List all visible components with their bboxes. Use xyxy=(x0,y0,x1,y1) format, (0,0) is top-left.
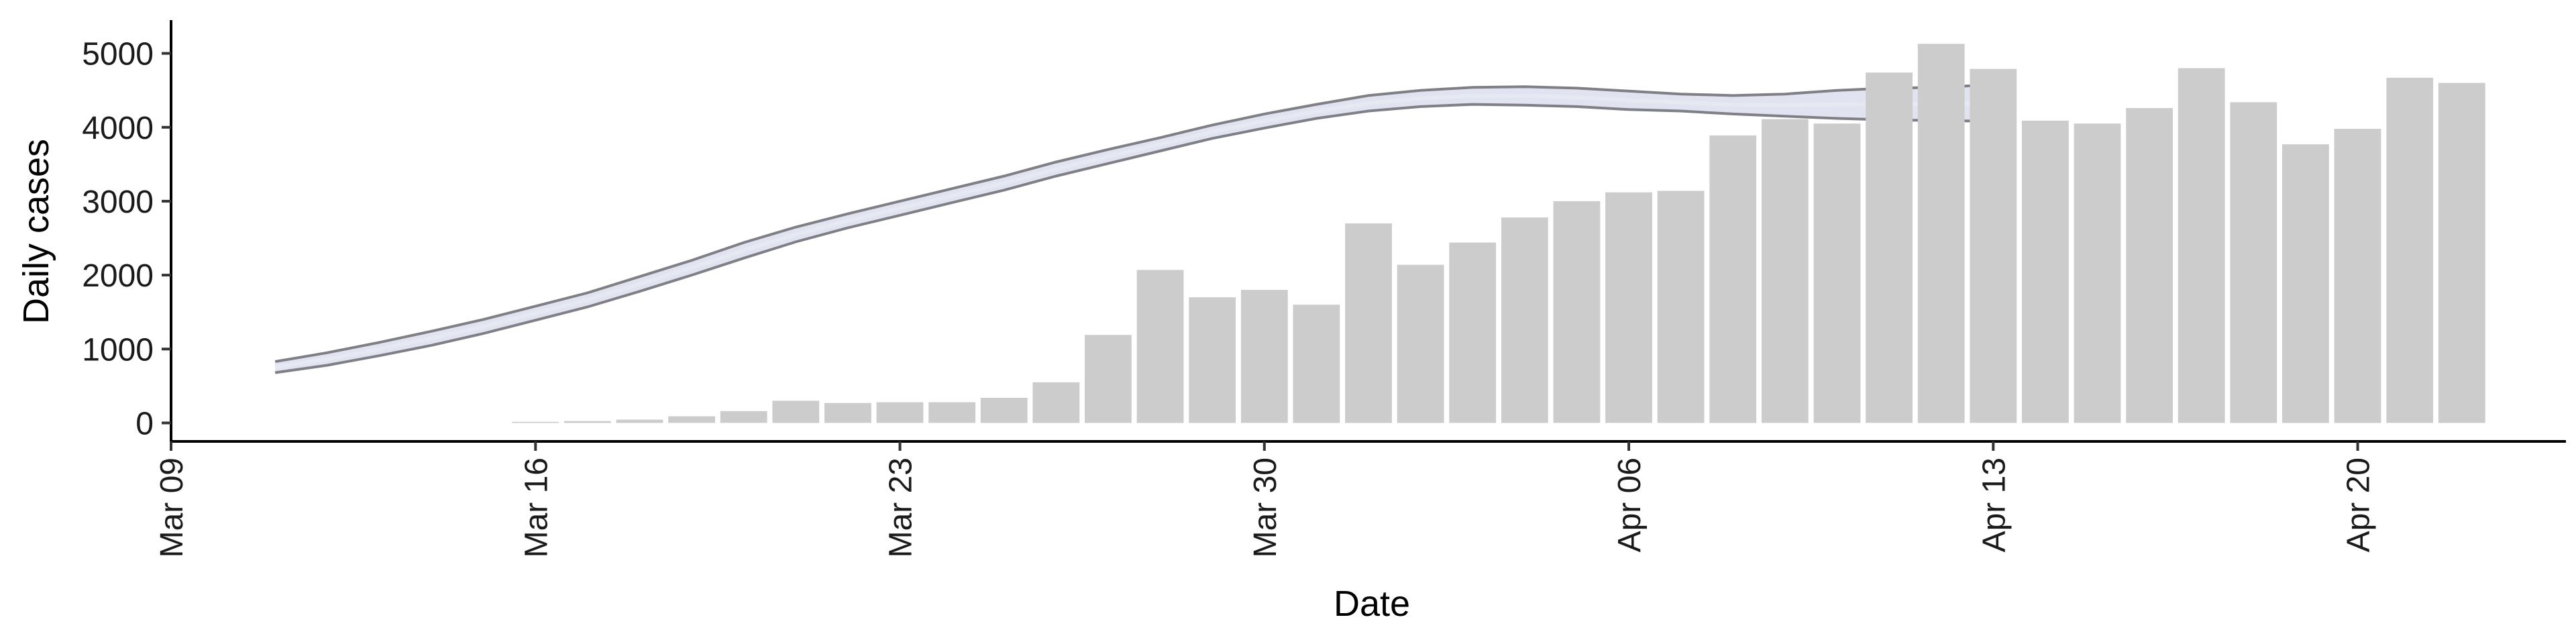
bars-layer xyxy=(512,44,2485,423)
y-tick-label: 4000 xyxy=(82,111,154,146)
trend-lower-line xyxy=(274,103,1994,374)
bar xyxy=(2438,83,2485,423)
bar xyxy=(1085,335,1132,423)
x-tick-label: Apr 06 xyxy=(1612,458,1648,552)
bar xyxy=(2178,68,2225,423)
bar xyxy=(1709,135,1757,423)
bar xyxy=(1240,290,1288,423)
x-tick-label: Mar 23 xyxy=(883,458,919,557)
axes-layer: 0 1000 2000 3000 4000 5000 Mar 09 Mar 16 Mar 23 M… xyxy=(82,20,2566,557)
bar xyxy=(928,402,975,423)
bar xyxy=(824,402,871,423)
bar xyxy=(772,400,820,423)
bar xyxy=(2230,102,2277,423)
bar xyxy=(1345,223,1392,423)
bar xyxy=(1866,72,1913,423)
bar xyxy=(2126,108,2173,423)
bar xyxy=(2022,120,2069,423)
trend-center-line xyxy=(274,93,1994,370)
y-tick-label: 3000 xyxy=(82,184,154,220)
bar xyxy=(1657,191,1705,423)
x-tick-label: Mar 09 xyxy=(154,458,190,557)
bar xyxy=(1293,305,1340,423)
bar xyxy=(1605,192,1652,423)
bar xyxy=(2282,144,2329,423)
bar xyxy=(1970,68,2017,423)
y-tick-label: 2000 xyxy=(82,258,154,294)
bar xyxy=(1032,382,1080,423)
bar xyxy=(512,421,559,423)
bar xyxy=(1761,119,1809,423)
x-tick-label: Mar 16 xyxy=(519,458,554,557)
y-axis-title: Daily cases xyxy=(16,139,56,324)
trend-layer xyxy=(274,83,1994,374)
bar xyxy=(1397,264,1444,423)
bar xyxy=(2334,129,2381,423)
bar xyxy=(668,416,715,423)
x-tick-label: Apr 20 xyxy=(2341,458,2377,552)
bar xyxy=(1136,270,1184,423)
trend-band xyxy=(275,84,1994,373)
y-tick-label: 5000 xyxy=(82,37,154,72)
x-tick-label: Apr 13 xyxy=(1976,458,2012,552)
bar xyxy=(1917,44,1965,423)
bar xyxy=(1449,242,1497,423)
bar xyxy=(1813,123,1861,423)
bar xyxy=(1501,217,1548,423)
bar xyxy=(564,421,611,423)
bar xyxy=(1189,297,1236,423)
bar xyxy=(876,402,924,423)
bar xyxy=(720,411,767,423)
bar xyxy=(616,419,663,423)
bar xyxy=(2386,77,2434,423)
y-tick-label: 1000 xyxy=(82,332,154,368)
x-axis-title: Date xyxy=(1334,584,1410,624)
y-tick-label: 0 xyxy=(136,406,154,441)
trend-upper-line xyxy=(274,83,1994,363)
bar xyxy=(1553,201,1601,423)
bar xyxy=(980,398,1028,423)
x-tick-label: Mar 30 xyxy=(1248,458,1283,557)
bar xyxy=(2074,123,2121,423)
